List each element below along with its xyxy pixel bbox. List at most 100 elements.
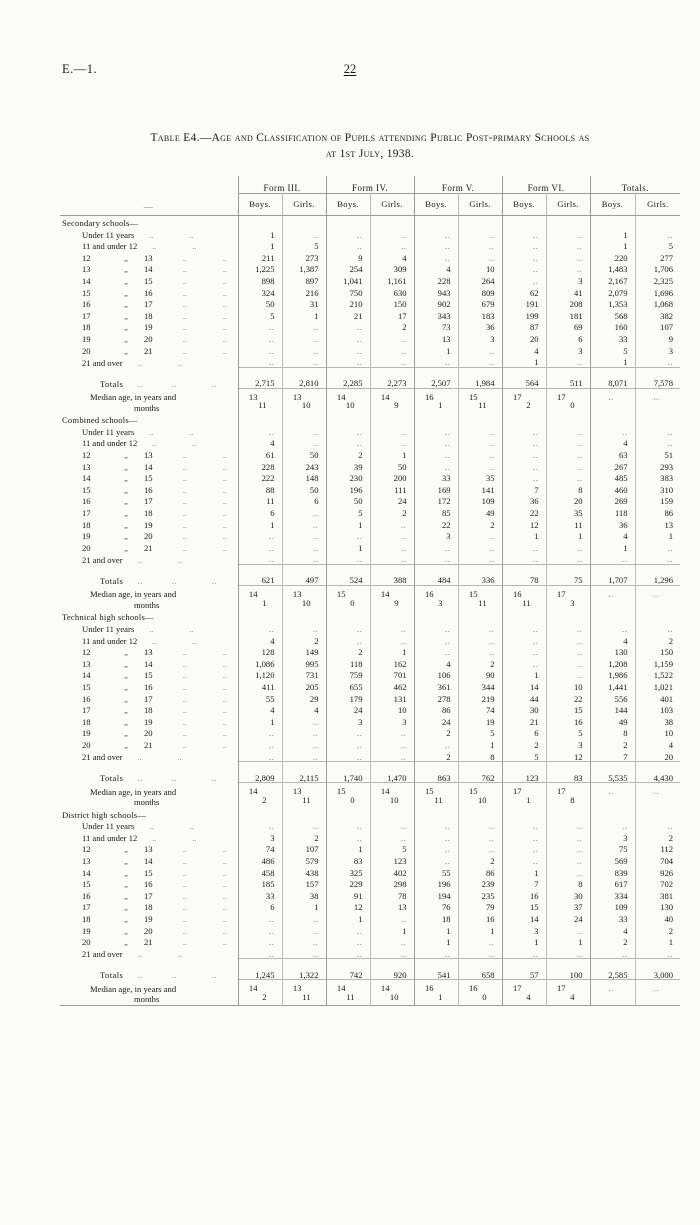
data-cell: 118 <box>325 656 371 669</box>
table-row: 12 „ 13.... 74 107 1 5........ 75 112 <box>60 842 681 855</box>
table-row: 14 „ 15.... 1,120 731 759 701 106 90 1.. 1,986 1,52… <box>60 668 681 680</box>
data-cell: .. <box>413 819 459 831</box>
spacer-cell <box>369 807 415 820</box>
data-cell: 76 <box>413 900 459 912</box>
rule-cell <box>60 1005 238 1007</box>
spacer-cell <box>545 215 591 228</box>
data-cell: .. <box>325 331 371 344</box>
data-cell: 1,483 <box>589 262 636 274</box>
data-cell: 88 <box>237 482 282 495</box>
median-age-cell: .. <box>589 387 636 414</box>
age-band-label: 16 „ 17.... <box>82 890 228 901</box>
data-cell: .. <box>545 436 591 448</box>
rule-cell <box>502 1005 547 1007</box>
data-cell: 11 <box>545 517 591 530</box>
spacer-cell <box>589 413 636 425</box>
data-cell: .. <box>457 622 503 634</box>
age-band-label: 16 „ 17.... <box>82 693 228 704</box>
median-age-cell: 1611 <box>501 584 547 611</box>
data-cell: .. <box>237 737 282 750</box>
data-cell: .. <box>369 622 415 634</box>
data-cell: .. <box>457 227 503 240</box>
data-cell: 2,810 <box>281 366 327 389</box>
data-cell: .. <box>369 819 415 831</box>
data-cell: 2,079 <box>589 285 636 298</box>
data-cell: .. <box>413 436 459 448</box>
data-cell: .. <box>369 737 415 750</box>
age-band-label: 18 „ 19.... <box>82 914 228 924</box>
age-band-label: 19 „ 20.... <box>82 531 228 542</box>
data-cell: .. <box>369 227 415 240</box>
median-age-cell: 149 <box>369 387 415 414</box>
data-cell: 2 <box>413 749 459 762</box>
data-cell: 38 <box>281 888 327 901</box>
data-cell: 1 <box>413 343 459 356</box>
spacer-cell <box>545 413 591 425</box>
median-age-cell: 150 <box>325 584 371 611</box>
spacer-cell <box>457 807 503 820</box>
table-row: 12 „ 13.... 211 273 9 4........ 220 277 <box>60 250 681 263</box>
data-cell: 401 <box>634 691 681 704</box>
age-band-label: 16 „ 17.... <box>82 496 228 507</box>
data-cell: 100 <box>545 958 591 980</box>
data-cell: 1 <box>501 355 547 368</box>
data-cell: 2,167 <box>589 273 636 286</box>
median-age-cell: 170 <box>545 387 591 414</box>
data-cell: 144 <box>589 703 636 715</box>
data-cell: 228 <box>237 459 282 472</box>
table-row: 19 „ 20............ 2 5 6 5 8 10 <box>60 726 681 738</box>
data-cell: .. <box>281 552 327 565</box>
data-cell: 5,535 <box>589 761 636 783</box>
data-cell: 12 <box>325 900 371 912</box>
data-cell: 1 <box>369 645 415 657</box>
age-band-label: 20 „ 21.... <box>82 739 228 750</box>
table-row: 18 „ 19.... 1.. 1.. 22 2 12 11 36 13 <box>60 517 681 530</box>
data-cell: 8 <box>457 749 503 762</box>
median-age-cell: 174 <box>501 979 547 1006</box>
data-cell: 196 <box>413 877 459 889</box>
table-row: 21 and over............ 2 8 5 12 7 20 <box>60 749 681 762</box>
data-cell: .. <box>237 923 282 936</box>
data-cell: 74 <box>237 842 282 855</box>
data-cell: 103 <box>634 703 681 715</box>
median-age-label: Median age, in years and months <box>90 983 177 1005</box>
data-cell: 85 <box>413 505 459 518</box>
data-cell: .. <box>501 471 547 483</box>
data-cell: 179 <box>325 691 371 704</box>
data-cell: 51 <box>634 448 681 460</box>
data-cell: .. <box>457 424 503 437</box>
data-cell: .. <box>545 424 591 437</box>
data-cell: 1 <box>369 923 415 936</box>
data-cell: .. <box>457 540 503 553</box>
data-cell: .. <box>634 622 681 634</box>
data-cell: .. <box>545 819 591 831</box>
data-cell: .. <box>457 645 503 657</box>
data-cell: .. <box>501 622 547 634</box>
data-cell: 8 <box>545 877 591 889</box>
data-cell: 5 <box>237 308 282 321</box>
data-cell: 1 <box>457 923 503 936</box>
data-cell: 4 <box>501 343 547 356</box>
data-cell: .. <box>457 343 503 356</box>
data-cell: 2 <box>634 633 681 646</box>
median-age-row: Median age, in years and months 142 1311 150… <box>60 782 681 808</box>
data-cell: .. <box>501 250 547 263</box>
data-cell: 411 <box>237 680 282 692</box>
median-age-cell: 142 <box>237 782 282 808</box>
data-cell: 556 <box>589 691 636 704</box>
data-cell: 254 <box>325 262 371 274</box>
median-age-cell: 149 <box>369 584 415 611</box>
data-cell: 293 <box>634 459 681 472</box>
median-age-cell: 160 <box>457 979 503 1006</box>
data-cell: 1,068 <box>634 297 681 309</box>
data-cell: .. <box>501 424 547 437</box>
data-cell: 402 <box>369 865 415 878</box>
subheader-form-vi-boys: Boys. <box>501 193 547 216</box>
data-cell: 742 <box>325 958 371 980</box>
data-cell: 1 <box>237 517 282 530</box>
data-cell: .. <box>545 656 591 669</box>
data-cell: 1 <box>589 540 636 553</box>
age-band-label: 13 „ 14.... <box>82 461 228 472</box>
data-cell: .. <box>369 912 415 924</box>
data-cell: 36 <box>589 517 636 530</box>
